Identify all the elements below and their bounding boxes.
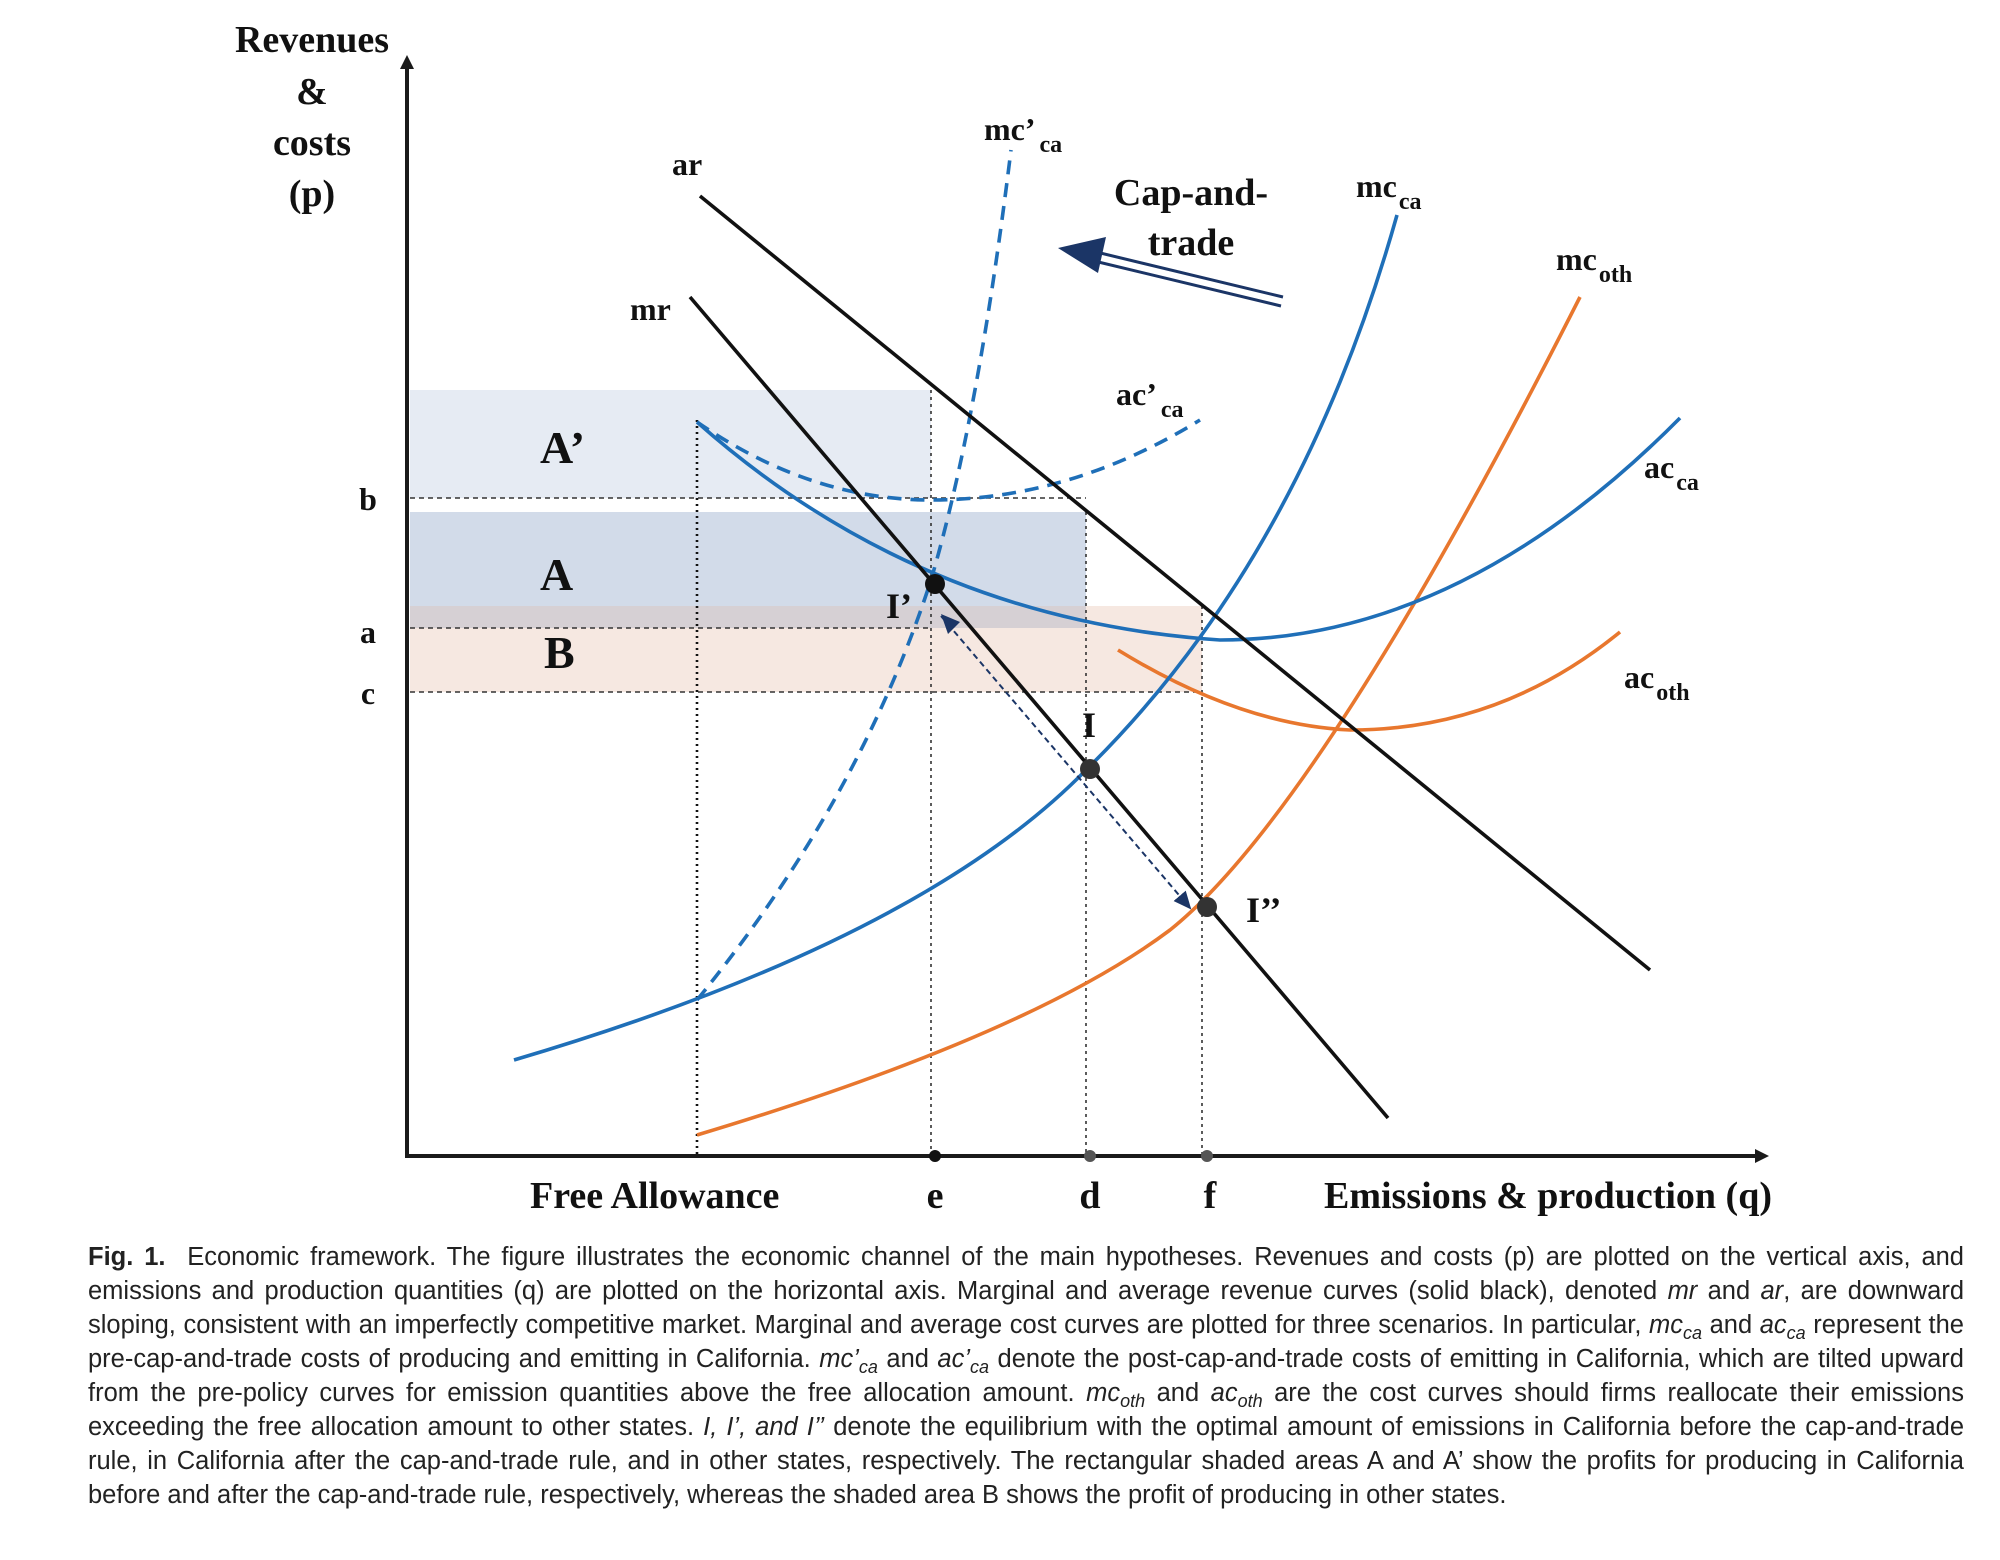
curve-label-mc-prime-ca: mc’ ca [984,111,1062,158]
area-label-b: B [544,627,575,678]
tick-dot-d [1084,1150,1096,1162]
equilibrium-label-i-prime: I’ [886,586,912,626]
caption-mr: mr [1667,1277,1698,1305]
ac-prime-ca-curve [695,418,1201,502]
caption-mc-prime-ca: mc’ca [819,1345,878,1378]
area-a-prime-shade [410,390,931,498]
y-tick-a: a [360,614,376,650]
caption-and4: and [1156,1379,1200,1407]
caption-and3: and [886,1345,929,1373]
curve-label-mr: mr [630,291,671,327]
caption-mc-ca: mcca [1649,1311,1703,1344]
x-axis-label: Emissions & production (q) [1324,1175,1772,1217]
ac-ca-curve [695,416,1682,642]
economic-framework-diagram: Revenues & costs (p) Emissions & product… [235,19,1772,1217]
curve-label-ac-prime-ca: ac’ ca [1116,376,1184,423]
cap-and-trade-label-line1: Cap-and- [1114,172,1268,214]
area-label-a: A [540,549,573,600]
equilibrium-i-double-prime-point [1197,897,1217,917]
caption-mc-oth: mcoth [1086,1379,1146,1412]
y-tick-b: b [359,481,377,517]
area-label-a-prime: A’ [540,422,585,473]
caption-ar: ar [1760,1277,1784,1305]
tick-dot-e [929,1150,941,1162]
ar-curve [698,194,1652,972]
caption-ac-ca: acca [1759,1311,1806,1344]
ac-oth-curve [1117,630,1622,732]
i-prime-to-i-double-prime-arrow [940,615,1192,910]
mc-oth-curve [696,296,1582,1137]
caption-and1: and [1707,1277,1751,1305]
x-tick-d: d [1079,1175,1100,1217]
x-tick-e: e [927,1175,944,1217]
equilibrium-label-i-double-prime: I’’ [1246,890,1281,930]
caption-p3: represent the pre-cap-and-trade costs of… [88,1311,1964,1373]
caption-p5: are the cost curves should firms realloc… [88,1379,1964,1441]
x-tick-free-allowance: Free Allowance [530,1175,779,1217]
area-b-shade [410,628,1202,692]
area-b-shade-upper [1086,606,1202,628]
equilibrium-i-point [1080,759,1100,779]
equilibrium-label-i: I [1082,705,1096,745]
curve-label-mc-oth: mcoth [1556,241,1632,288]
figure-caption: Fig. 1. Economic framework. The figure i… [88,1240,1964,1512]
y-axis-label-line4: (p) [289,173,335,215]
caption-p4: denote the post-cap-and-trade costs of e… [88,1345,1964,1407]
caption-p1: Economic framework. The figure illustrat… [88,1243,1964,1305]
mr-curve [688,295,1390,1120]
area-overlap-shade [410,606,1086,628]
y-axis-label-line1: Revenues [235,19,389,61]
caption-p2: , are downward sloping, consistent with … [88,1277,1964,1339]
y-axis-label-line3: costs [273,122,351,164]
caption-ac-oth: acoth [1210,1379,1263,1412]
caption-fig-label: Fig. 1. [88,1243,166,1271]
curve-label-ac-oth: acoth [1624,659,1690,706]
y-tick-c: c [361,675,375,711]
x-tick-f: f [1204,1175,1218,1217]
caption-and2: and [1709,1311,1753,1339]
i-prime-arrowhead [941,614,960,634]
curve-label-mc-ca: mcca [1356,168,1422,215]
curve-label-ac-ca: acca [1644,449,1699,496]
guide-lines [410,390,1203,1154]
y-axis-label-line2: & [296,71,328,113]
cap-and-trade-arrow [1058,237,1284,308]
equilibrium-i-prime-point [925,574,945,594]
caption-eq-list: I, I’, and I’’ [703,1413,825,1441]
caption-p6: denote the equilibrium with the optimal … [88,1413,1964,1509]
tick-dot-f [1201,1150,1213,1162]
caption-ac-prime-ca: ac’ca [937,1345,990,1378]
curve-label-ar: ar [672,146,702,182]
cap-and-trade-label-line2: trade [1148,222,1235,264]
